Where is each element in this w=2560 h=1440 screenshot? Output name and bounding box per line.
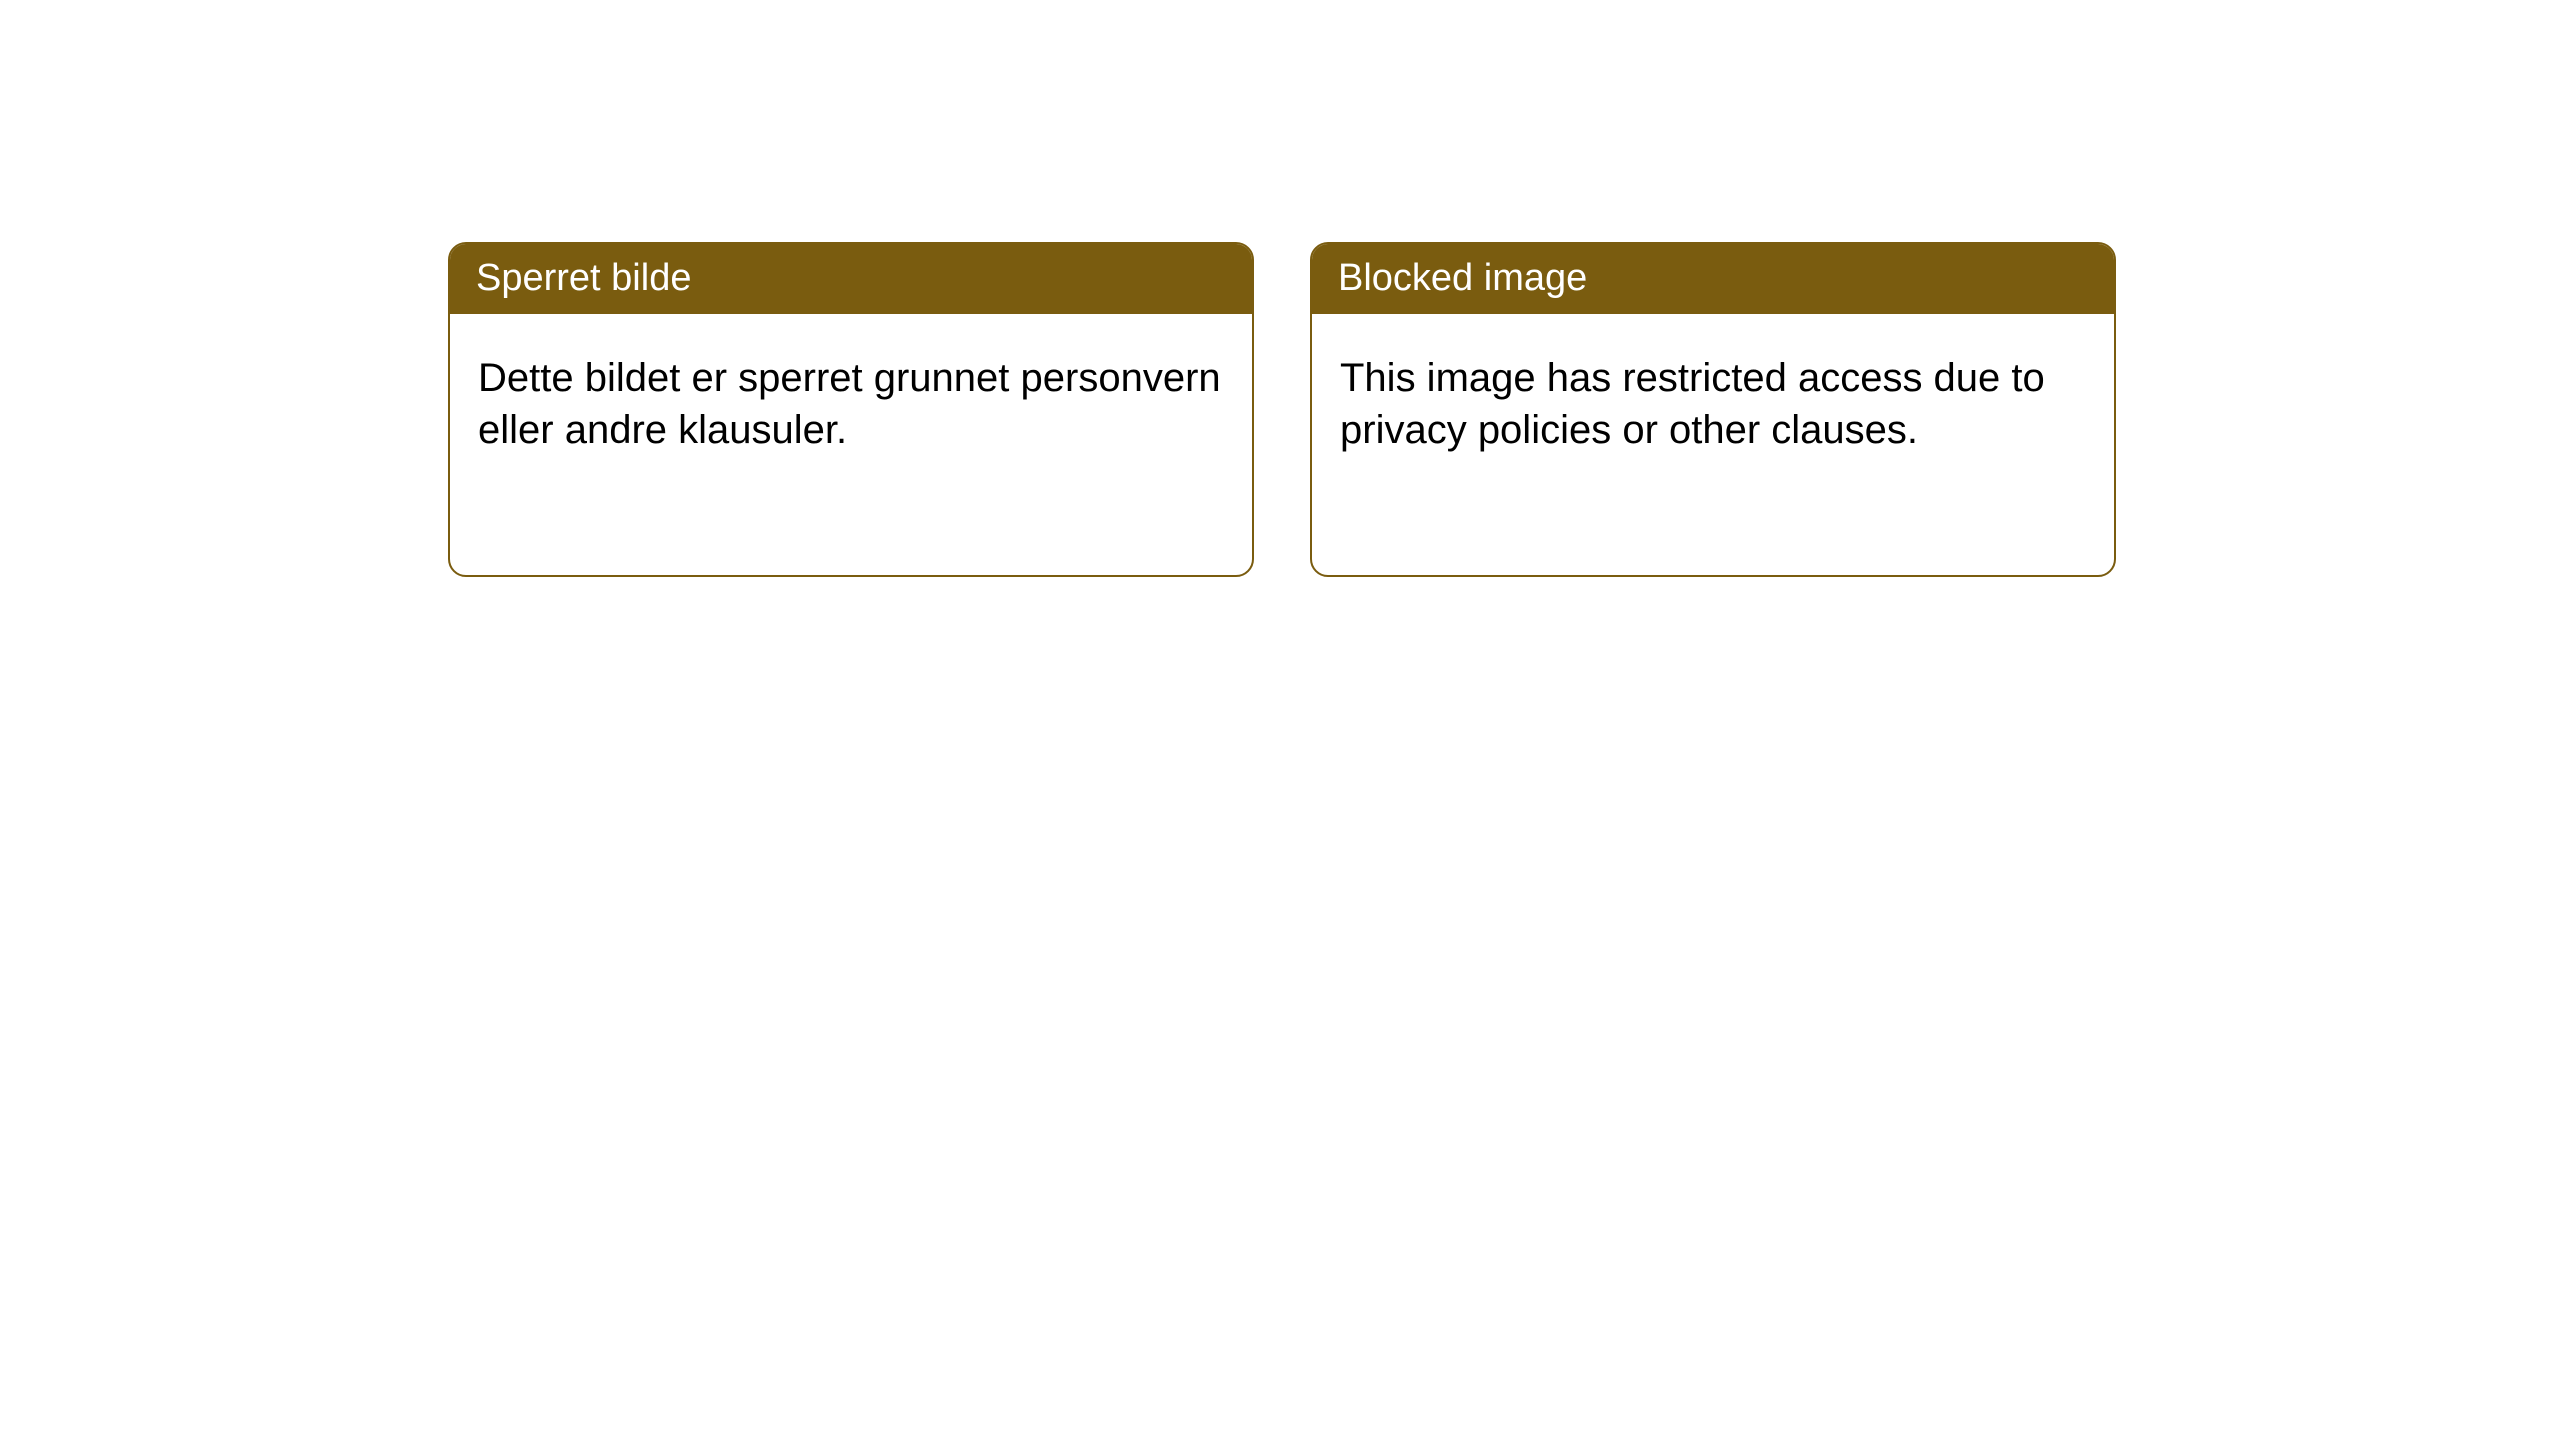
card-header: Blocked image [1312,244,2114,314]
notice-container: Sperret bilde Dette bildet er sperret gr… [448,242,2116,577]
card-body: Dette bildet er sperret grunnet personve… [450,314,1252,494]
card-header: Sperret bilde [450,244,1252,314]
blocked-image-card-norwegian: Sperret bilde Dette bildet er sperret gr… [448,242,1254,577]
blocked-image-card-english: Blocked image This image has restricted … [1310,242,2116,577]
card-body: This image has restricted access due to … [1312,314,2114,494]
